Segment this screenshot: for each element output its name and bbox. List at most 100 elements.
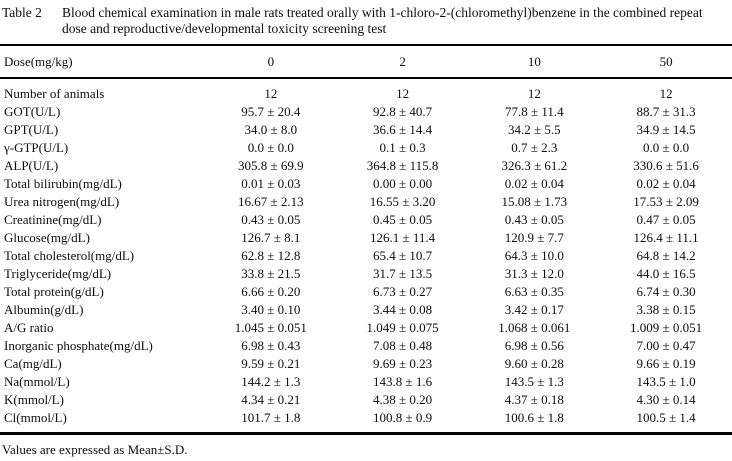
row-label: Total cholesterol(mg/dL) bbox=[4, 248, 135, 263]
header-dose-value: 50 bbox=[659, 53, 673, 69]
cell-value: 64.8 ± 14.2 bbox=[636, 248, 696, 263]
cell-value: 65.4 ± 10.7 bbox=[373, 248, 433, 263]
cell-value: 0.0 ± 0.0 bbox=[247, 140, 294, 155]
cell-value: 6.73 ± 0.27 bbox=[373, 284, 433, 299]
row-label: Total bilirubin(mg/dL) bbox=[4, 176, 122, 191]
header-dose-value: 10 bbox=[527, 53, 541, 69]
cell-value: 0.00 ± 0.00 bbox=[373, 176, 433, 191]
cell-value: 143.8 ± 1.6 bbox=[373, 374, 433, 389]
cell-value: 0.47 ± 0.05 bbox=[636, 212, 696, 227]
cell-value: 100.6 ± 1.8 bbox=[504, 410, 564, 425]
cell-value: 31.3 ± 12.0 bbox=[504, 266, 564, 281]
cell-value: 126.1 ± 11.4 bbox=[370, 230, 436, 245]
cell-value: 0.02 ± 0.04 bbox=[636, 176, 696, 191]
cell-value: 364.8 ± 115.8 bbox=[366, 158, 439, 173]
row-label: Albumin(g/dL) bbox=[4, 302, 84, 317]
cell-value: 144.2 ± 1.3 bbox=[241, 374, 301, 389]
cell-value: 44.0 ± 16.5 bbox=[636, 266, 696, 281]
cell-value: 31.7 ± 13.5 bbox=[373, 266, 433, 281]
cell-value: 305.8 ± 69.9 bbox=[238, 158, 304, 173]
table-row: Na(mmol/L) 144.2 ± 1.3 143.8 ± 1.6 143.5 ± … bbox=[0, 373, 732, 391]
table-body: Number of animals 12 12 12 12 GOT(U/L) 95.7 ± … bbox=[0, 78, 732, 434]
cell-value: 4.38 ± 0.20 bbox=[373, 392, 433, 407]
cell-value: 126.4 ± 11.1 bbox=[633, 230, 699, 245]
data-table: Dose(mg/kg) 0 2 10 50 Number of animals 12 12… bbox=[0, 44, 732, 435]
table-row: Urea nitrogen(mg/dL) 16.67 ± 2.13 16.55 ± … bbox=[0, 193, 732, 211]
cell-value: 0.1 ± 0.3 bbox=[379, 140, 426, 155]
table-row: A/G ratio 1.045 ± 0.051 1.049 ± 0.075 1.068… bbox=[0, 319, 732, 337]
table-row: Total cholesterol(mg/dL) 62.8 ± 12.8 65.4 … bbox=[0, 247, 732, 265]
table-row: Total bilirubin(mg/dL) 0.01 ± 0.03 0.00 ± … bbox=[0, 175, 732, 193]
cell-value: 12 bbox=[659, 86, 673, 101]
cell-value: 34.2 ± 5.5 bbox=[508, 122, 561, 137]
row-label: Inorganic phosphate(mg/dL) bbox=[4, 338, 153, 353]
cell-value: 0.43 ± 0.05 bbox=[241, 212, 301, 227]
row-label: GPT(U/L) bbox=[4, 122, 59, 137]
cell-value: 126.7 ± 8.1 bbox=[241, 230, 301, 245]
cell-value: 0.0 ± 0.0 bbox=[643, 140, 690, 155]
row-label: ALP(U/L) bbox=[4, 158, 59, 173]
row-label: Total protein(g/dL) bbox=[4, 284, 104, 299]
cell-value: 0.01 ± 0.03 bbox=[241, 176, 301, 191]
cell-value: 62.8 ± 12.8 bbox=[241, 248, 301, 263]
row-label: A/G ratio bbox=[4, 320, 54, 335]
header-dose-value: 0 bbox=[267, 53, 275, 69]
row-label: Triglyceride(mg/dL) bbox=[4, 266, 112, 281]
cell-value: 1.009 ± 0.051 bbox=[630, 320, 703, 335]
cell-value: 88.7 ± 31.3 bbox=[636, 104, 696, 119]
cell-value: 95.7 ± 20.4 bbox=[241, 104, 301, 119]
table-title: Blood chemical examination in male rats … bbox=[62, 5, 703, 36]
table-row: Creatinine(mg/dL) 0.43 ± 0.05 0.45 ± 0.05 0… bbox=[0, 211, 732, 229]
table-number: Table 2 bbox=[2, 5, 42, 20]
cell-value: 16.55 ± 3.20 bbox=[369, 194, 436, 209]
table-footnote: Values are expressed as Mean±S.D. bbox=[2, 442, 188, 457]
header-row: Dose(mg/kg) 0 2 10 50 bbox=[0, 45, 732, 78]
table-row: GOT(U/L) 95.7 ± 20.4 92.8 ± 40.7 77.8 ± 11.… bbox=[0, 103, 732, 121]
cell-value: 6.63 ± 0.35 bbox=[504, 284, 564, 299]
cell-value: 6.66 ± 0.20 bbox=[241, 284, 301, 299]
cell-value: 100.8 ± 0.9 bbox=[373, 410, 433, 425]
table-row: K(mmol/L) 4.34 ± 0.21 4.38 ± 0.20 4.37 ± 0.… bbox=[0, 391, 732, 409]
cell-value: 36.6 ± 14.4 bbox=[373, 122, 433, 137]
cell-value: 330.6 ± 51.6 bbox=[633, 158, 699, 173]
cell-value: 3.40 ± 0.10 bbox=[241, 302, 301, 317]
row-label: Creatinine(mg/dL) bbox=[4, 212, 102, 227]
table-row: Total protein(g/dL) 6.66 ± 0.20 6.73 ± 0.2… bbox=[0, 283, 732, 301]
cell-value: 4.37 ± 0.18 bbox=[504, 392, 564, 407]
table-row: ALP(U/L) 305.8 ± 69.9 364.8 ± 115.8 326.3 ±… bbox=[0, 157, 732, 175]
cell-value: 3.44 ± 0.08 bbox=[373, 302, 433, 317]
cell-value: 3.42 ± 0.17 bbox=[504, 302, 564, 317]
table-row: Cl(mmol/L) 101.7 ± 1.8 100.8 ± 0.9 100.6 ± … bbox=[0, 409, 732, 434]
cell-value: 120.9 ± 7.7 bbox=[504, 230, 564, 245]
row-label: Ca(mg/dL) bbox=[4, 356, 62, 371]
cell-value: 0.7 ± 2.3 bbox=[511, 140, 558, 155]
cell-value: 6.98 ± 0.43 bbox=[241, 338, 301, 353]
cell-value: 7.00 ± 0.47 bbox=[636, 338, 696, 353]
cell-value: 3.38 ± 0.15 bbox=[636, 302, 696, 317]
cell-value: 9.66 ± 0.19 bbox=[636, 356, 696, 371]
header-dose-label: Dose(mg/kg) bbox=[4, 53, 73, 69]
cell-value: 64.3 ± 10.0 bbox=[504, 248, 564, 263]
cell-value: 1.045 ± 0.051 bbox=[234, 320, 307, 335]
cell-value: 143.5 ± 1.3 bbox=[504, 374, 564, 389]
cell-value: 34.9 ± 14.5 bbox=[636, 122, 696, 137]
row-label: Glucose(mg/dL) bbox=[4, 230, 90, 245]
cell-value: 9.60 ± 0.28 bbox=[504, 356, 564, 371]
cell-value: 12 bbox=[264, 86, 278, 101]
row-label: γ-GTP(U/L) bbox=[4, 140, 69, 155]
header-dose-value: 2 bbox=[399, 53, 406, 69]
table-caption: Table 2 Blood chemical examination in ma… bbox=[0, 5, 732, 37]
cell-value: 9.59 ± 0.21 bbox=[241, 356, 301, 371]
cell-value: 7.08 ± 0.48 bbox=[373, 338, 433, 353]
cell-value: 17.53 ± 2.09 bbox=[633, 194, 699, 209]
table-row: GPT(U/L) 34.0 ± 8.0 36.6 ± 14.4 34.2 ± 5.5 3… bbox=[0, 121, 732, 139]
cell-value: 0.43 ± 0.05 bbox=[504, 212, 564, 227]
cell-value: 100.5 ± 1.4 bbox=[636, 410, 696, 425]
cell-value: 0.02 ± 0.04 bbox=[504, 176, 564, 191]
row-label: GOT(U/L) bbox=[4, 104, 61, 119]
table-row: Albumin(g/dL) 3.40 ± 0.10 3.44 ± 0.08 3.42 … bbox=[0, 301, 732, 319]
table-row: Number of animals 12 12 12 12 bbox=[0, 78, 732, 103]
cell-value: 0.45 ± 0.05 bbox=[373, 212, 433, 227]
cell-value: 1.049 ± 0.075 bbox=[366, 320, 439, 335]
table-row: γ-GTP(U/L) 0.0 ± 0.0 0.1 ± 0.3 0.7 ± 2.3 0.0… bbox=[0, 139, 732, 157]
